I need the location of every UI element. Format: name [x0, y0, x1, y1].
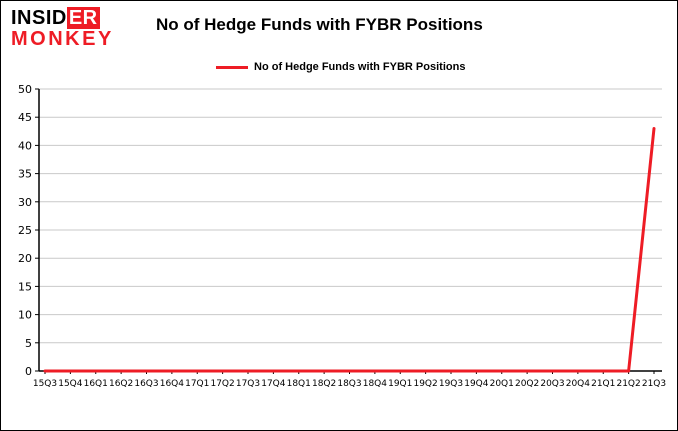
y-axis-label: 35 — [18, 168, 32, 181]
legend-label: No of Hedge Funds with FYBR Positions — [254, 61, 466, 73]
x-axis-label: 16Q2 — [109, 379, 133, 389]
y-axis-label: 50 — [18, 83, 32, 96]
x-axis-label: 18Q2 — [312, 379, 336, 389]
x-axis-label: 18Q3 — [337, 379, 361, 389]
x-axis-label: 20Q1 — [490, 379, 514, 389]
x-axis-label: 18Q1 — [287, 379, 311, 389]
insider-monkey-logo: INSID ER MONKEY — [11, 7, 114, 50]
x-axis-label: 17Q3 — [236, 379, 260, 389]
logo-text-insid: INSID — [11, 7, 67, 29]
y-axis-label: 25 — [18, 224, 32, 237]
chart-title: No of Hedge Funds with FYBR Positions — [156, 15, 483, 34]
x-axis-label: 20Q2 — [515, 379, 539, 389]
x-axis-label: 16Q4 — [160, 379, 185, 389]
x-axis-label: 17Q4 — [261, 379, 286, 389]
y-axis-label: 0 — [25, 365, 32, 378]
y-axis-label: 20 — [18, 252, 32, 265]
x-axis-label: 18Q4 — [363, 379, 388, 389]
x-axis-label: 19Q3 — [439, 379, 463, 389]
x-axis-label: 20Q4 — [566, 379, 591, 389]
series-line — [43, 126, 656, 373]
logo-word-insider: INSID ER — [11, 7, 114, 29]
x-axis-label: 19Q1 — [388, 379, 412, 389]
x-axis-label: 17Q2 — [210, 379, 234, 389]
legend-line-swatch — [216, 65, 248, 69]
y-axis-label: 5 — [25, 337, 32, 350]
x-axis-label: 21Q3 — [642, 379, 666, 389]
logo-word-monkey: MONKEY — [11, 28, 114, 50]
y-axis-label: 30 — [18, 196, 32, 209]
y-axis-label: 15 — [18, 280, 32, 293]
x-axis-label: 19Q4 — [464, 379, 489, 389]
x-axis-label: 21Q1 — [591, 379, 615, 389]
x-axis-label: 16Q1 — [84, 379, 108, 389]
x-axis-label: 20Q3 — [540, 379, 564, 389]
x-axis-label: 16Q3 — [134, 379, 158, 389]
legend: No of Hedge Funds with FYBR Positions — [216, 61, 465, 73]
x-axis-label: 21Q2 — [616, 379, 640, 389]
logo-red-block: ER — [66, 7, 100, 29]
plot-area: 0 5 10 15 20 25 30 35 40 45 50 15Q3 15Q4 16Q1 16Q2 16Q3… — [1, 79, 677, 424]
chart-canvas: 0 5 10 15 20 25 30 35 40 45 50 15Q3 15Q4 16Q1 16Q2 16Q3… — [18, 83, 666, 389]
y-axis-label: 40 — [18, 139, 32, 152]
x-axis-label: 15Q4 — [58, 379, 83, 389]
x-axis-label: 15Q3 — [33, 379, 57, 389]
y-axis-label: 45 — [18, 111, 32, 124]
y-axis-label: 10 — [18, 309, 32, 322]
x-axis-label: 19Q2 — [413, 379, 437, 389]
x-axis-label: 17Q1 — [185, 379, 209, 389]
